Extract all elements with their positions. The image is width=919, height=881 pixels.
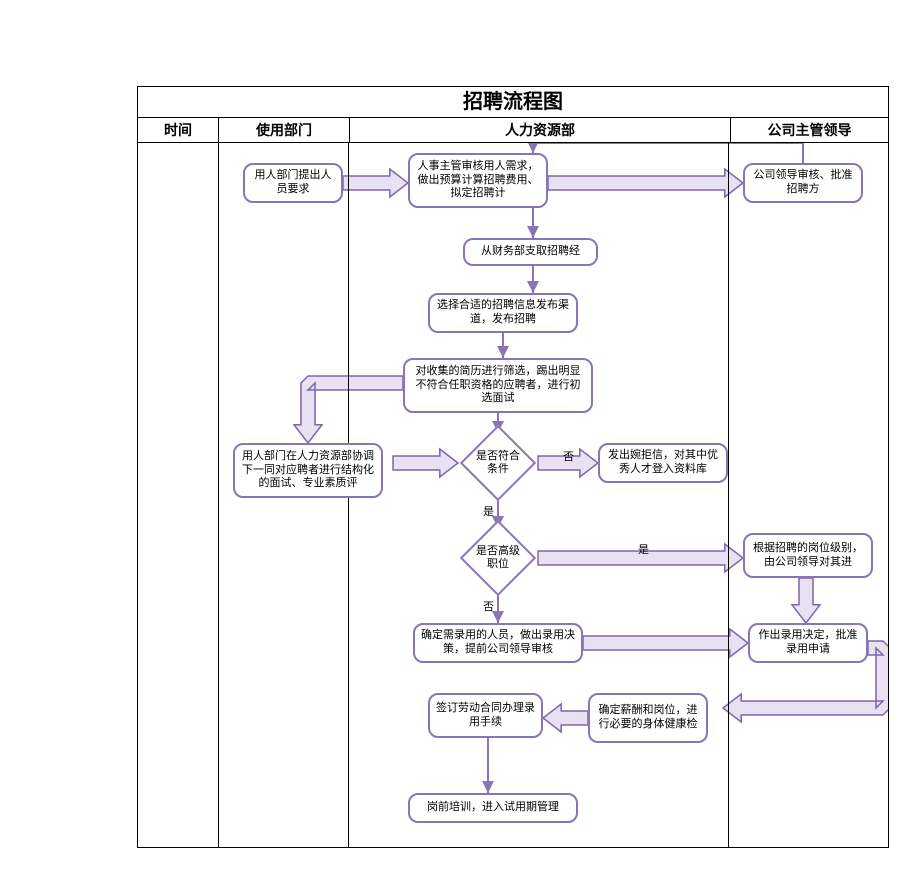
col-header-lead: 公司主管领导 [731,118,888,142]
process-n_reject: 发出婉拒信，对其中优秀人才登入资料库 [598,443,728,483]
process-n_dept_int: 用人部门在人力资源部协调下一同对应聘者进行结构化的面试、专业素质评 [233,443,383,498]
edge-label: 否 [563,448,574,464]
process-n_train: 岗前培训，进入试用期管理 [408,793,578,823]
process-n_lead_hire: 作出录用决定，批准录用申请 [748,623,868,663]
process-n_hire_dec: 确定需录用的人员，做出录用决策，提前公司领导审核 [413,623,583,663]
block-arrow [393,449,458,477]
edge-label: 是 [483,503,494,519]
block-arrow [583,629,748,657]
edge-label: 是 [638,541,649,557]
swimlane-header: 时间 使用部门 人力资源部 公司主管领导 [138,118,888,143]
decision-d_senior: 是否高级职位 [471,531,525,585]
decision-d_qualify: 是否符合条件 [471,436,525,490]
lane-divider [218,143,219,847]
process-n_hr_review: 人事主管审核用人需求，做出预算计算招聘费用、拟定招聘计 [408,153,548,208]
lane-divider [728,143,729,847]
block-arrow [543,704,588,732]
block-arrow [792,578,820,623]
edge-label: 否 [483,598,494,614]
col-header-time: 时间 [138,118,219,142]
process-n_finance: 从财务部支取招聘经 [463,238,598,266]
chart-title: 招聘流程图 [138,87,888,118]
process-n_screen: 对收集的简历进行筛选，踢出明显不符合任职资格的应聘者，进行初选面试 [403,358,593,413]
process-n_contract: 签订劳动合同办理录用手续 [428,693,543,738]
process-n_lead_appr: 公司领导审核、批准招聘方 [743,163,863,203]
col-header-dept: 使用部门 [219,118,350,142]
process-n_dept_req: 用人部门提出人员要求 [243,163,343,203]
block-arrow [548,169,743,197]
process-n_channel: 选择合适的招聘信息发布渠道，发布招聘 [428,293,578,333]
process-n_lead_pos: 根据招聘的岗位级别，由公司领导对其进 [743,533,873,578]
col-header-hr: 人力资源部 [350,118,731,142]
thin-arrow [533,143,803,163]
swimlane-body: 用人部门提出人员要求 人事主管审核用人需求，做出预算计算招聘费用、拟定招聘计 公司领… [138,143,888,847]
block-arrow [343,169,408,197]
process-n_salary: 确定薪酬和岗位，进行必要的身体健康检 [588,693,708,743]
flowchart-frame: 招聘流程图 时间 使用部门 人力资源部 公司主管领导 用人部门提出人员要求 人事主… [137,86,889,848]
